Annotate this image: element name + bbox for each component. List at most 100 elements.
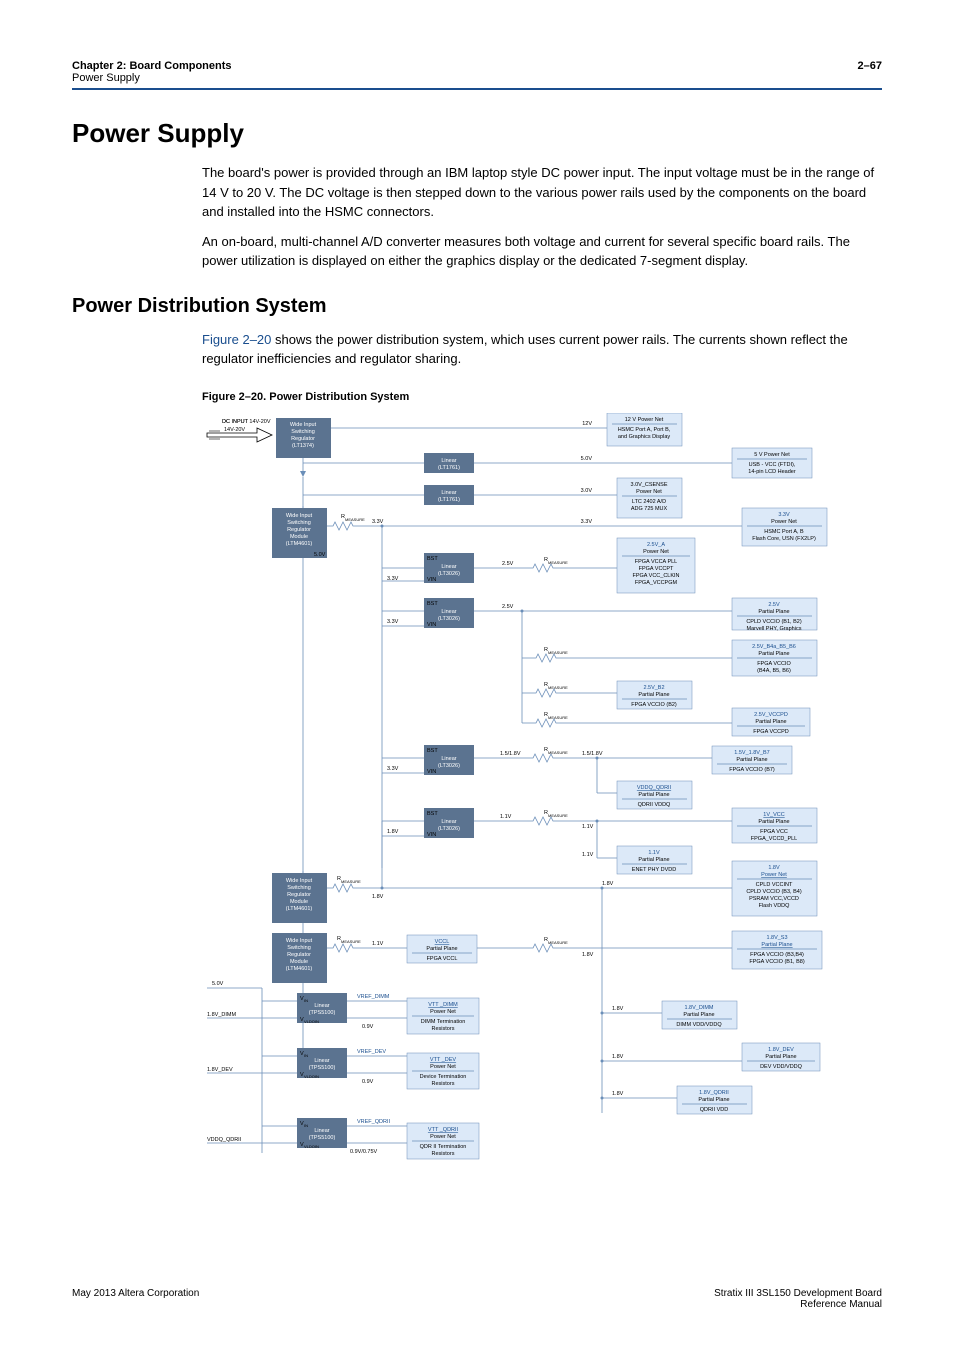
svg-text:Linear: Linear bbox=[314, 1058, 329, 1064]
svg-text:Flash VDDQ: Flash VDDQ bbox=[759, 903, 791, 909]
svg-text:Linear: Linear bbox=[314, 1003, 329, 1009]
svg-text:2.5V_VCCPD: 2.5V_VCCPD bbox=[754, 712, 788, 718]
svg-text:FPGA VCC: FPGA VCC bbox=[760, 829, 788, 835]
svg-text:Device Termination: Device Termination bbox=[420, 1074, 467, 1080]
svg-text:VREF_DEV: VREF_DEV bbox=[357, 1049, 386, 1055]
svg-text:VREF_QDRII: VREF_QDRII bbox=[357, 1119, 390, 1125]
svg-text:ENET PHY DVDD: ENET PHY DVDD bbox=[632, 867, 676, 873]
svg-text:VCCL: VCCL bbox=[435, 939, 450, 945]
svg-text:Partial Plane: Partial Plane bbox=[758, 819, 789, 825]
header-left: Chapter 2: Board Components Power Supply bbox=[72, 60, 232, 84]
svg-text:3.3V: 3.3V bbox=[372, 519, 384, 525]
svg-text:VIN: VIN bbox=[427, 769, 436, 775]
svg-text:Linear: Linear bbox=[441, 458, 456, 464]
svg-text:(LT3026): (LT3026) bbox=[438, 763, 460, 769]
section-label: Power Supply bbox=[72, 72, 140, 84]
svg-text:Partial Plane: Partial Plane bbox=[638, 692, 669, 698]
svg-text:Partial Plane: Partial Plane bbox=[638, 792, 669, 798]
svg-text:Partial Plane: Partial Plane bbox=[758, 651, 789, 657]
svg-text:Partial Plane: Partial Plane bbox=[426, 946, 457, 952]
svg-text:IN: IN bbox=[304, 1123, 308, 1128]
svg-text:BST: BST bbox=[427, 811, 438, 817]
svg-text:3.0V_CSENSE: 3.0V_CSENSE bbox=[631, 482, 668, 488]
svg-text:1.8V_S3: 1.8V_S3 bbox=[766, 935, 787, 941]
svg-text:FPGA VCCA PLL: FPGA VCCA PLL bbox=[635, 559, 678, 565]
svg-text:FPGA VCCIO (B1, B8): FPGA VCCIO (B1, B8) bbox=[749, 959, 804, 965]
svg-text:3.0V: 3.0V bbox=[581, 488, 593, 494]
paragraph-2: An on-board, multi-channel A/D converter… bbox=[202, 232, 882, 271]
svg-text:CPLD VCCIO (B3, B4): CPLD VCCIO (B3, B4) bbox=[746, 889, 801, 895]
svg-text:Wide Input: Wide Input bbox=[286, 938, 313, 944]
figure-link[interactable]: Figure 2–20 bbox=[202, 332, 271, 347]
svg-text:1.8V: 1.8V bbox=[612, 1054, 624, 1060]
svg-text:CPLD VCCINT: CPLD VCCINT bbox=[756, 882, 793, 888]
svg-text:3.3V: 3.3V bbox=[581, 519, 593, 525]
svg-text:1.1V: 1.1V bbox=[582, 824, 594, 830]
svg-text:1.5/1.8V: 1.5/1.8V bbox=[500, 751, 521, 757]
svg-text:2.5V: 2.5V bbox=[768, 602, 780, 608]
svg-text:Linear: Linear bbox=[441, 756, 456, 762]
svg-text:HSMC Port A, Port B,: HSMC Port A, Port B, bbox=[618, 427, 671, 433]
svg-text:VIN: VIN bbox=[427, 622, 436, 628]
svg-text:1.8V: 1.8V bbox=[602, 881, 614, 887]
svg-text:14-pin LCD Header: 14-pin LCD Header bbox=[748, 469, 796, 475]
svg-text:5.0V: 5.0V bbox=[314, 552, 326, 558]
paragraph-1: The board's power is provided through an… bbox=[202, 163, 882, 222]
svg-text:1.8V: 1.8V bbox=[768, 865, 780, 871]
svg-text:Power Net: Power Net bbox=[771, 519, 797, 525]
svg-text:(LT3026): (LT3026) bbox=[438, 826, 460, 832]
svg-text:(LT1761): (LT1761) bbox=[438, 497, 460, 503]
svg-text:(B4A, B5, B6): (B4A, B5, B6) bbox=[757, 668, 791, 674]
svg-text:12V: 12V bbox=[582, 421, 592, 427]
svg-text:1.8V: 1.8V bbox=[372, 894, 384, 900]
svg-text:Power Net: Power Net bbox=[430, 1009, 456, 1015]
svg-text:Regulator: Regulator bbox=[287, 952, 311, 958]
svg-text:DIMM VDD/VDDQ: DIMM VDD/VDDQ bbox=[676, 1022, 722, 1028]
svg-text:FPGA VCC_CLKIN: FPGA VCC_CLKIN bbox=[632, 573, 679, 579]
svg-text:Switching: Switching bbox=[287, 885, 311, 891]
svg-text:Partial Plane: Partial Plane bbox=[736, 757, 767, 763]
svg-text:Linear: Linear bbox=[441, 819, 456, 825]
svg-text:2.5V: 2.5V bbox=[502, 604, 514, 610]
svg-text:(LTM4601): (LTM4601) bbox=[286, 966, 313, 972]
svg-text:and Graphics Display: and Graphics Display bbox=[618, 434, 671, 440]
svg-text:Partial Plane: Partial Plane bbox=[638, 857, 669, 863]
svg-text:Regulator: Regulator bbox=[291, 436, 315, 442]
header-right: 2–67 bbox=[858, 60, 882, 84]
svg-text:1.8V_QDRII: 1.8V_QDRII bbox=[699, 1090, 729, 1096]
svg-text:IN: IN bbox=[304, 1053, 308, 1058]
section-heading: Power Distribution System bbox=[72, 295, 882, 318]
svg-text:VTT _DIMM: VTT _DIMM bbox=[428, 1002, 458, 1008]
svg-text:Power Net: Power Net bbox=[643, 549, 669, 555]
svg-text:Power Net: Power Net bbox=[636, 489, 662, 495]
svg-text:Flash Core, USN (FX2LP): Flash Core, USN (FX2LP) bbox=[752, 536, 816, 542]
svg-text:FPGA VCCL: FPGA VCCL bbox=[427, 956, 458, 962]
svg-text:MEASURE: MEASURE bbox=[548, 685, 568, 690]
svg-text:DC INPUT: DC INPUT bbox=[222, 419, 249, 425]
svg-text:Partial Plane: Partial Plane bbox=[698, 1097, 729, 1103]
svg-text:1.1V: 1.1V bbox=[648, 850, 660, 856]
svg-text:HSMC Port A, B: HSMC Port A, B bbox=[764, 529, 804, 535]
svg-text:Linear: Linear bbox=[441, 490, 456, 496]
svg-text:ADG 725 MUX: ADG 725 MUX bbox=[631, 506, 668, 512]
svg-text:Linear: Linear bbox=[314, 1128, 329, 1134]
svg-text:Partial Plane: Partial Plane bbox=[755, 719, 786, 725]
svg-text:DIMM Termination: DIMM Termination bbox=[421, 1019, 466, 1025]
svg-text:(LT3026): (LT3026) bbox=[438, 571, 460, 577]
paragraph-3: Figure 2–20 shows the power distribution… bbox=[202, 330, 882, 369]
svg-text:(LTM4601): (LTM4601) bbox=[286, 541, 313, 547]
svg-text:BST: BST bbox=[427, 748, 438, 754]
svg-text:2.5V_B2: 2.5V_B2 bbox=[643, 685, 664, 691]
svg-text:1.8V: 1.8V bbox=[387, 829, 399, 835]
svg-text:(TPS5100): (TPS5100) bbox=[309, 1135, 336, 1141]
svg-text:(LT1374): (LT1374) bbox=[292, 443, 314, 449]
svg-text:BST: BST bbox=[427, 601, 438, 607]
svg-text:Partial Plane: Partial Plane bbox=[761, 942, 792, 948]
footer-right: Stratix III 3SL150 Development Board Ref… bbox=[714, 1288, 882, 1310]
svg-text:Switching: Switching bbox=[291, 429, 315, 435]
svg-text:QDR II Termination: QDR II Termination bbox=[420, 1144, 467, 1150]
svg-text:2.5V_B4a_B5_B6: 2.5V_B4a_B5_B6 bbox=[752, 644, 796, 650]
footer-left: May 2013 Altera Corporation bbox=[72, 1288, 199, 1310]
svg-text:DEV VDD/VDDQ: DEV VDD/VDDQ bbox=[760, 1064, 803, 1070]
svg-text:VLDOIN: VLDOIN bbox=[304, 1074, 319, 1079]
